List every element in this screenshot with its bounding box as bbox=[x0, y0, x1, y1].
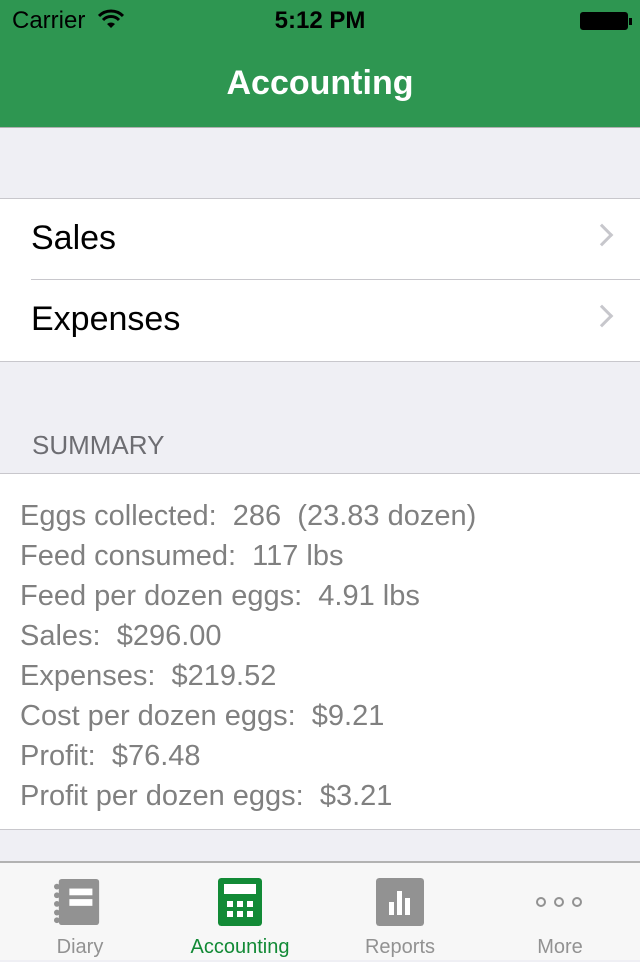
summary-line: Profit: $76.48 bbox=[20, 740, 201, 772]
summary-line: Eggs collected: 286 (23.83 dozen) bbox=[20, 500, 477, 532]
tab-label: Reports bbox=[364, 936, 436, 958]
menu-item-expenses[interactable]: Expenses bbox=[0, 280, 640, 361]
summary-line: Sales: $296.00 bbox=[20, 620, 222, 652]
tab-label: Accounting bbox=[190, 936, 290, 958]
tab-more[interactable]: More bbox=[480, 863, 640, 962]
summary-line: Profit per dozen eggs: $3.21 bbox=[20, 780, 393, 812]
tab-label: Diary bbox=[56, 936, 104, 958]
more-icon bbox=[536, 897, 582, 907]
menu-item-label: Sales bbox=[31, 219, 117, 257]
clock: 5:12 PM bbox=[274, 7, 366, 34]
summary-line: Feed per dozen eggs: 4.91 lbs bbox=[20, 580, 420, 612]
page-title: Accounting bbox=[226, 64, 414, 102]
tab-reports[interactable]: Reports bbox=[320, 863, 480, 962]
menu-item-sales[interactable]: Sales bbox=[0, 199, 640, 280]
notebook-icon bbox=[54, 878, 100, 926]
chevron-right-icon bbox=[590, 223, 614, 247]
summary-line: Feed consumed: 117 lbs bbox=[20, 540, 344, 572]
tab-bar: Diary Accounting Reports More bbox=[0, 861, 640, 960]
chevron-right-icon bbox=[590, 304, 614, 328]
summary-header: SUMMARY bbox=[32, 430, 165, 460]
bar-chart-icon bbox=[376, 878, 424, 926]
accounting-menu: Sales Expenses bbox=[0, 198, 640, 362]
summary-line: Cost per dozen eggs: $9.21 bbox=[20, 700, 385, 732]
tab-accounting[interactable]: Accounting bbox=[160, 863, 320, 962]
summary-section: Eggs collected: 286 (23.83 dozen) Feed c… bbox=[0, 473, 640, 830]
menu-item-label: Expenses bbox=[31, 300, 181, 338]
carrier-label: Carrier bbox=[12, 7, 86, 34]
navigation-bar: Accounting bbox=[0, 40, 640, 128]
status-bar: Carrier 5:12 PM bbox=[0, 0, 640, 40]
calculator-icon bbox=[218, 878, 262, 926]
divider bbox=[31, 279, 640, 280]
battery-icon bbox=[580, 12, 632, 30]
tab-diary[interactable]: Diary bbox=[0, 863, 160, 962]
tab-label: More bbox=[537, 936, 583, 958]
summary-line: Expenses: $219.52 bbox=[20, 660, 277, 692]
wifi-icon bbox=[98, 9, 124, 28]
